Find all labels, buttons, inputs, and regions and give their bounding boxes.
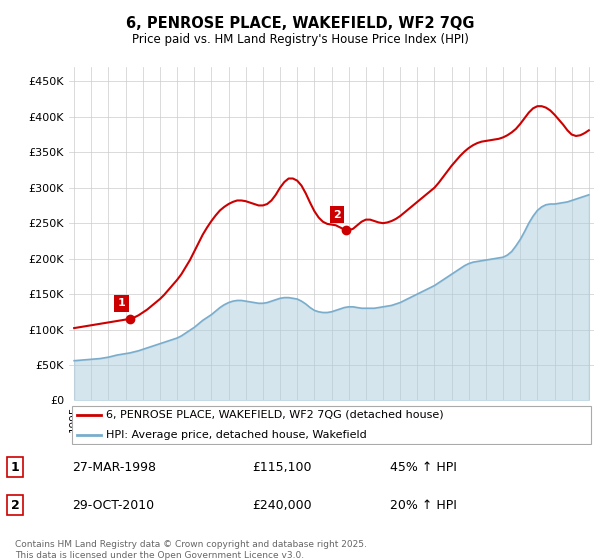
Text: 2: 2 — [333, 209, 341, 220]
Text: 2: 2 — [11, 498, 19, 512]
Text: £115,100: £115,100 — [252, 460, 311, 474]
Text: 29-OCT-2010: 29-OCT-2010 — [72, 498, 154, 512]
Text: £240,000: £240,000 — [252, 498, 311, 512]
Text: 6, PENROSE PLACE, WAKEFIELD, WF2 7QG (detached house): 6, PENROSE PLACE, WAKEFIELD, WF2 7QG (de… — [106, 410, 443, 420]
Text: Contains HM Land Registry data © Crown copyright and database right 2025.
This d: Contains HM Land Registry data © Crown c… — [15, 540, 367, 559]
Text: 6, PENROSE PLACE, WAKEFIELD, WF2 7QG: 6, PENROSE PLACE, WAKEFIELD, WF2 7QG — [126, 16, 474, 31]
Text: 20% ↑ HPI: 20% ↑ HPI — [390, 498, 457, 512]
Text: HPI: Average price, detached house, Wakefield: HPI: Average price, detached house, Wake… — [106, 430, 367, 440]
Text: 1: 1 — [118, 298, 125, 308]
Text: 45% ↑ HPI: 45% ↑ HPI — [390, 460, 457, 474]
Text: 1: 1 — [11, 460, 19, 474]
FancyBboxPatch shape — [71, 405, 592, 445]
Text: 27-MAR-1998: 27-MAR-1998 — [72, 460, 156, 474]
Text: Price paid vs. HM Land Registry's House Price Index (HPI): Price paid vs. HM Land Registry's House … — [131, 32, 469, 46]
